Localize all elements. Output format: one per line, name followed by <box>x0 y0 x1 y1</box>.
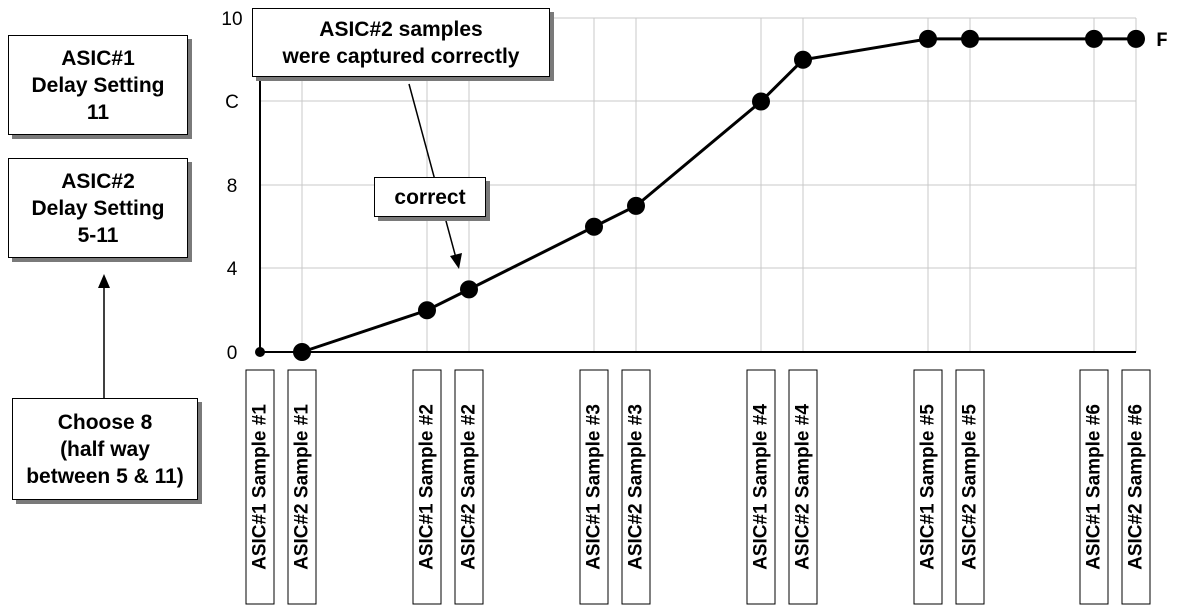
asic1-delay-note: ASIC#1 Delay Setting 11 <box>8 35 188 135</box>
data-point <box>752 92 770 111</box>
y-tick-labels: 0 4 8 C 10 F <box>221 9 1168 364</box>
category-label-box <box>1121 369 1151 605</box>
captured-arrow-head <box>450 253 462 269</box>
y-tick-label: 4 <box>227 259 238 280</box>
category-label-box <box>245 369 275 605</box>
category-label-box <box>287 369 317 605</box>
data-point <box>460 280 478 299</box>
category-label-text: ASIC#1 Sample #3 <box>584 404 605 570</box>
category-label-box <box>454 369 484 605</box>
category-label-box <box>579 369 609 605</box>
choose-note-line3: between 5 & 11) <box>26 464 184 488</box>
y-tick-label: 10 <box>221 9 242 30</box>
y-tick-label: 8 <box>227 176 238 197</box>
choose-note-line2: (half way <box>60 437 150 461</box>
asic2-delay-note: ASIC#2 Delay Setting 5-11 <box>8 158 188 258</box>
category-label-box <box>1079 369 1109 605</box>
data-point <box>418 301 436 320</box>
category-label-text: ASIC#2 Sample #6 <box>1126 404 1147 570</box>
category-label-box <box>955 369 985 605</box>
correct-note: correct <box>374 177 486 217</box>
category-label: ASIC#2 Sample #5 <box>955 369 985 605</box>
category-label: ASIC#2 Sample #4 <box>788 369 818 605</box>
category-label-text: ASIC#2 Sample #3 <box>626 404 647 570</box>
category-label-box <box>621 369 651 605</box>
category-label-box <box>746 369 776 605</box>
data-point <box>1127 29 1145 48</box>
series-line <box>255 29 1145 361</box>
y-end-label: F <box>1156 30 1168 53</box>
category-label-text: ASIC#2 Sample #1 <box>292 404 313 570</box>
correct-note-text: correct <box>394 185 466 209</box>
category-label: ASIC#1 Sample #5 <box>913 369 943 605</box>
category-label-text: ASIC#1 Sample #1 <box>250 404 271 570</box>
category-label: ASIC#1 Sample #4 <box>746 369 776 605</box>
data-point <box>794 50 812 69</box>
category-label: ASIC#2 Sample #1 <box>287 369 317 605</box>
data-point <box>293 343 311 361</box>
asic2-note-line2: Delay Setting <box>31 196 165 220</box>
data-point <box>1085 29 1103 48</box>
data-point <box>585 217 603 236</box>
category-labels: ASIC#1 Sample #1 ASIC#2 Sample #1 ASIC#1 S… <box>245 369 1151 605</box>
choose-note-line1: Choose 8 <box>57 410 153 434</box>
y-tick-label: C <box>225 92 239 113</box>
category-label: ASIC#1 Sample #2 <box>412 369 442 605</box>
category-label-text: ASIC#1 Sample #4 <box>751 404 772 570</box>
asic1-note-line2: Delay Setting <box>31 73 165 97</box>
category-label-text: ASIC#2 Sample #4 <box>793 404 814 570</box>
y-tick-label: 0 <box>227 343 238 364</box>
category-label: ASIC#1 Sample #1 <box>245 369 275 605</box>
data-point <box>255 347 265 357</box>
data-point <box>919 29 937 48</box>
asic1-note-line3: 11 <box>86 100 110 124</box>
category-label-text: ASIC#1 Sample #2 <box>417 404 438 570</box>
category-label-box <box>788 369 818 605</box>
asic1-note-line1: ASIC#1 <box>61 46 135 70</box>
category-label: ASIC#1 Sample #3 <box>579 369 609 605</box>
category-label-text: ASIC#2 Sample #5 <box>960 404 981 570</box>
category-label-text: ASIC#1 Sample #6 <box>1084 404 1105 570</box>
captured-note-line1: ASIC#2 samples <box>319 17 483 41</box>
category-label: ASIC#1 Sample #6 <box>1079 369 1109 605</box>
category-label: ASIC#2 Sample #3 <box>621 369 651 605</box>
captured-note: ASIC#2 samples were captured correctly <box>252 8 550 77</box>
captured-note-line2: were captured correctly <box>282 44 520 68</box>
annotation-arrows <box>98 83 462 398</box>
category-label: ASIC#2 Sample #2 <box>454 369 484 605</box>
category-label-box <box>913 369 943 605</box>
category-label-box <box>412 369 442 605</box>
category-label: ASIC#2 Sample #6 <box>1121 369 1151 605</box>
category-label-text: ASIC#1 Sample #5 <box>918 404 939 570</box>
captured-arrow-line <box>408 83 457 259</box>
choose-arrow-head <box>98 274 110 288</box>
data-point <box>627 196 645 215</box>
category-label-text: ASIC#2 Sample #2 <box>459 404 480 570</box>
asic2-note-line3: 5-11 <box>77 223 119 247</box>
choose-note: Choose 8 (half way between 5 & 11) <box>12 398 198 500</box>
data-point <box>961 29 979 48</box>
asic2-note-line1: ASIC#2 <box>61 169 135 193</box>
